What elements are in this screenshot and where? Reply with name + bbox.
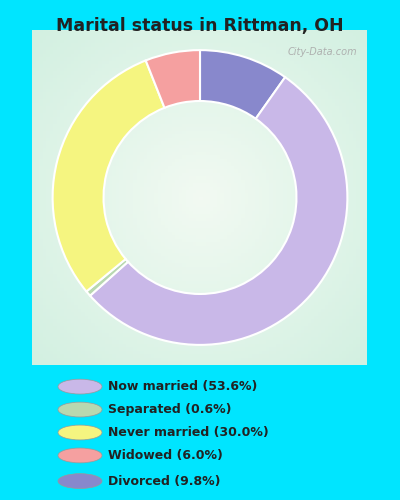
Text: Now married (53.6%): Now married (53.6%) — [108, 380, 257, 393]
Circle shape — [58, 425, 102, 440]
Wedge shape — [86, 259, 128, 296]
Wedge shape — [53, 60, 164, 292]
Circle shape — [58, 379, 102, 394]
Circle shape — [58, 402, 102, 417]
Text: City-Data.com: City-Data.com — [288, 46, 358, 56]
Text: Divorced (9.8%): Divorced (9.8%) — [108, 474, 220, 488]
Wedge shape — [90, 77, 347, 345]
Text: Separated (0.6%): Separated (0.6%) — [108, 403, 232, 416]
Text: Widowed (6.0%): Widowed (6.0%) — [108, 449, 223, 462]
Circle shape — [58, 448, 102, 463]
Wedge shape — [200, 50, 285, 118]
Wedge shape — [146, 50, 200, 108]
Circle shape — [58, 474, 102, 488]
Text: Never married (30.0%): Never married (30.0%) — [108, 426, 269, 439]
Text: Marital status in Rittman, OH: Marital status in Rittman, OH — [56, 18, 344, 36]
